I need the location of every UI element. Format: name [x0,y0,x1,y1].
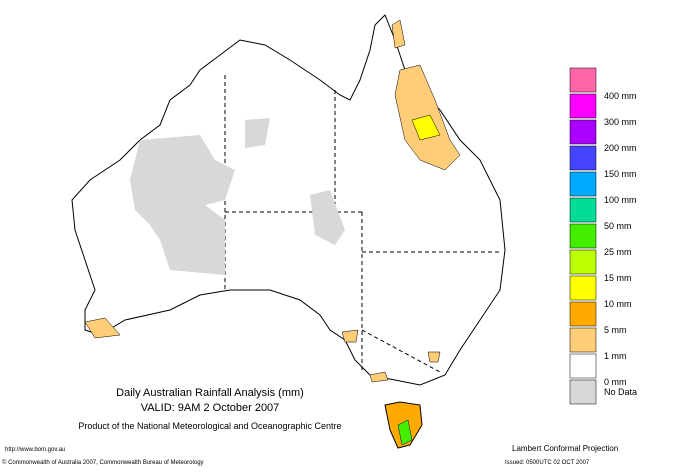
legend-swatch [569,275,597,301]
legend-swatch [569,145,597,171]
legend-label: No Data [604,387,637,397]
australia [71,14,506,386]
legend-label: 300 mm [604,117,637,127]
legend-label: 10 mm [604,299,632,309]
map [71,14,506,449]
legend-label: 15 mm [604,273,632,283]
legend-swatch [569,197,597,223]
no-data [130,118,345,275]
legend-label: 200 mm [604,143,637,153]
legend-label: 150 mm [604,169,637,179]
rain-10 [411,114,441,141]
legend-label: 5 mm [604,325,627,335]
legend-swatch [569,67,597,93]
legend-swatch [569,171,597,197]
legend-swatch [569,327,597,353]
legend-label: 50 mm [604,221,632,231]
legend-swatch [569,379,597,405]
projection: Lambert Conformal Projection [512,444,618,453]
legend-label: 0 mm [604,377,627,387]
legend: 400 mm 300 mm 200 mm 150 mm 100 mm 50 mm 25 mm… [569,67,637,405]
legend-swatch [569,93,597,119]
rain-25 [397,419,413,446]
legend-swatch [569,223,597,249]
legend-swatch [569,353,597,379]
product: Product of the National Meteorological a… [78,421,341,431]
valid: VALID: 9AM 2 October 2007 [141,402,280,414]
copyright: © Commonwealth of Australia 2007, Common… [2,459,204,466]
legend-label: 25 mm [604,247,632,257]
title: Daily Australian Rainfall Analysis (mm) [116,387,304,399]
issued: Issued: 0500UTC 02 OCT 2007 [505,460,590,466]
legend-swatch [569,301,597,327]
legend-label: 1 mm [604,351,627,361]
legend-label: 100 mm [604,195,637,205]
legend-label: 400 mm [604,91,637,101]
url: http://www.bom.gov.au [5,447,65,453]
legend-swatch [569,119,597,145]
legend-swatch [569,249,597,275]
